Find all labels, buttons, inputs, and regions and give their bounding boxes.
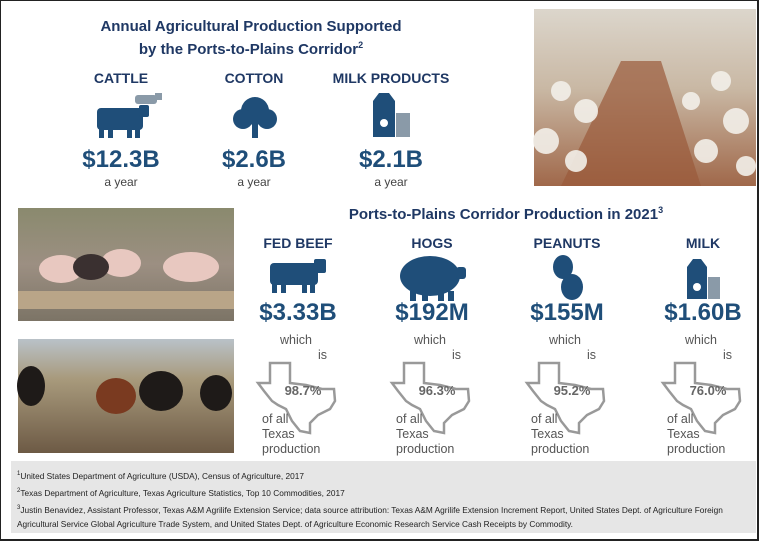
beef-icon (302, 283, 307, 293)
item-value: $12.3B (82, 146, 160, 173)
which-text: which (549, 333, 581, 347)
cotton-icon (233, 97, 277, 138)
hog-icon (438, 291, 444, 301)
hog-icon (456, 267, 466, 279)
beef-icon (310, 283, 315, 293)
item-value: $192M (395, 299, 469, 326)
item-period: a year (374, 175, 408, 189)
beef-icon (270, 263, 318, 285)
hog-icon (422, 291, 428, 301)
of-all-text: of all (396, 412, 423, 426)
item-label: COTTON (224, 70, 284, 86)
texas-text: Texas (667, 427, 700, 441)
peanut-icon (553, 255, 573, 279)
footnote-num: 1 (17, 471, 21, 477)
is-text: is (587, 348, 597, 362)
item-label: MILK (685, 235, 721, 251)
milk-icon (708, 277, 720, 299)
which-text: which (280, 333, 312, 347)
footnote-num: 3 (17, 504, 21, 511)
footnote-text: Texas Department of Agriculture, Texas A… (20, 487, 345, 498)
footnote: 2Texas Department of Agriculture, Texas … (11, 484, 756, 501)
item-value: $155M (530, 299, 604, 326)
section-title: Ports-to-Plains Corridor Production in 2… (301, 205, 711, 223)
footnote-text: Justin Benavidez, Assistant Professor, T… (17, 504, 723, 530)
item-label: HOGS (411, 235, 453, 251)
of-all-text: of all (531, 412, 558, 426)
texas-outline (524, 361, 606, 435)
share: 98.7% (284, 383, 322, 398)
which-text: which (685, 333, 717, 347)
production-text: production (531, 442, 590, 456)
texas-outline (255, 361, 337, 435)
annual-icons (97, 93, 410, 138)
beef-icon (314, 259, 326, 273)
item-label: FED BEEF (263, 235, 333, 251)
title: Annual Agricultural Production Supported… (61, 17, 441, 59)
footnote-list: 1United States Department of Agriculture… (11, 461, 756, 532)
item-period: a year (237, 175, 271, 189)
title-line: Annual Agricultural Production Supported (100, 18, 402, 35)
share: 95.2% (553, 383, 591, 398)
of-all-text: of all (262, 412, 289, 426)
footnote-ref: 2 (358, 40, 364, 50)
milk-icon (373, 93, 410, 137)
milk-icon (687, 259, 707, 267)
beef-icon (272, 283, 277, 293)
section-title-text: Ports-to-Plains Corridor Production in 2… (348, 206, 659, 223)
production-text: production (396, 442, 455, 456)
footnote: 3Justin Benavidez, Assistant Professor, … (11, 501, 756, 533)
item-value: $1.60B (664, 299, 742, 326)
item-value: $2.1B (358, 146, 424, 173)
texas-text: Texas (262, 427, 295, 441)
hogs-photo (18, 208, 234, 321)
item-value: $3.33B (259, 299, 337, 326)
item-label: CATTLE (93, 70, 149, 86)
footnotes: 1United States Department of Agriculture… (11, 461, 756, 533)
hog-icon (448, 291, 454, 301)
footnote-ref: 3 (658, 205, 664, 215)
is-text: is (452, 348, 462, 362)
cattle-icon (97, 93, 162, 138)
milk-icon (693, 283, 701, 291)
title-line: by the Ports-to-Plains Corridor (138, 41, 359, 58)
item-label: MILK PRODUCTS (332, 70, 450, 86)
footnote: 1United States Department of Agriculture… (11, 467, 756, 484)
texas-text: Texas (531, 427, 564, 441)
item-label: PEANUTS (533, 235, 601, 251)
texas-outline (660, 361, 742, 435)
hog-icon (410, 291, 416, 301)
item-value: $2.6B (221, 146, 287, 173)
is-text: is (723, 348, 733, 362)
which-text: which (414, 333, 446, 347)
cattle-photo (17, 339, 234, 453)
beef-icon (281, 283, 286, 293)
footnote-text: United States Department of Agriculture … (20, 470, 304, 481)
texas-outline (389, 361, 471, 435)
of-all-text: of all (667, 412, 694, 426)
is-text: is (318, 348, 328, 362)
texas-text: Texas (396, 427, 429, 441)
cotton-photo (533, 9, 756, 186)
production-text: production (667, 442, 726, 456)
production-text: production (262, 442, 321, 456)
share: 76.0% (689, 383, 727, 398)
footnote-num: 2 (17, 487, 21, 494)
hog-icon (400, 256, 460, 296)
share: 96.3% (418, 383, 456, 398)
item-period: a year (104, 175, 138, 189)
peanut-icon (561, 274, 583, 300)
